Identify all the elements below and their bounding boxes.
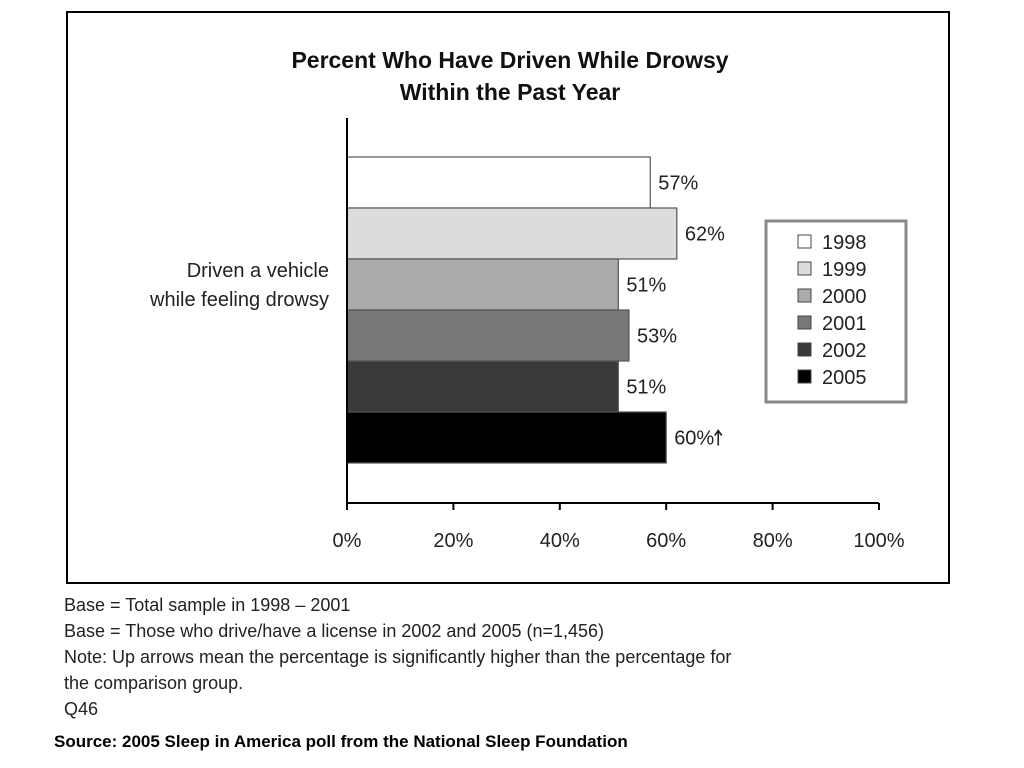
bar-2000 bbox=[346, 258, 619, 311]
x-tick-label: 20% bbox=[433, 530, 473, 552]
legend-label: 1998 bbox=[822, 232, 867, 254]
note-line: Q46 bbox=[64, 699, 99, 719]
note-line: Base = Total sample in 1998 – 2001 bbox=[64, 595, 351, 615]
legend-swatch bbox=[797, 288, 812, 303]
legend-swatch bbox=[797, 234, 812, 249]
legend-label: 1999 bbox=[822, 259, 867, 281]
source-text: Source: 2005 Sleep in America poll from … bbox=[54, 732, 628, 751]
legend-swatch bbox=[797, 342, 812, 357]
legend-item-1999: 1999 bbox=[797, 259, 867, 281]
category-label: Driven a vehicle while feeling drowsy bbox=[149, 260, 329, 311]
legend: 1998 1999 2000 2001 2002 2005 bbox=[764, 219, 908, 404]
category-label-line: while feeling drowsy bbox=[149, 289, 329, 311]
data-label-2000: 51% bbox=[626, 275, 666, 297]
legend-swatch bbox=[797, 315, 812, 330]
note-line: Base = Those who drive/have a license in… bbox=[64, 621, 605, 641]
legend-label: 2005 bbox=[822, 367, 867, 389]
note-line: the comparison group. bbox=[64, 673, 244, 693]
bar-1998 bbox=[346, 156, 651, 209]
data-label-1998: 57% bbox=[658, 173, 698, 195]
legend-label: 2001 bbox=[822, 313, 867, 335]
x-tick-label: 100% bbox=[853, 530, 904, 552]
bars: 57% 62% 51% 53% 51% 60% bbox=[346, 156, 725, 464]
x-tick-label: 40% bbox=[540, 530, 580, 552]
chart-title: Percent Who Have Driven While Drowsy With… bbox=[291, 47, 728, 105]
category-label-line: Driven a vehicle bbox=[187, 260, 329, 282]
chart-title-line: Percent Who Have Driven While Drowsy bbox=[291, 47, 728, 73]
legend-box bbox=[764, 219, 908, 404]
axes: 0% 20% 40% 60% 80% 100% bbox=[333, 118, 905, 552]
legend-item-2002: 2002 bbox=[797, 340, 867, 362]
chart-title-line: Within the Past Year bbox=[400, 79, 621, 105]
legend-item-2005: 2005 bbox=[797, 367, 867, 389]
data-label-2001: 53% bbox=[637, 326, 677, 348]
bar-2002 bbox=[346, 360, 619, 413]
legend-item-1998: 1998 bbox=[797, 232, 867, 254]
up-arrow-icon bbox=[714, 429, 723, 446]
data-label-2005: 60% bbox=[674, 428, 714, 450]
bar-1999 bbox=[346, 207, 678, 260]
note-line: Note: Up arrows mean the percentage is s… bbox=[64, 647, 732, 667]
x-tick-label: 80% bbox=[753, 530, 793, 552]
data-label-2002: 51% bbox=[626, 377, 666, 399]
bar-2005 bbox=[346, 411, 667, 464]
legend-item-2000: 2000 bbox=[797, 286, 867, 308]
data-label-1999: 62% bbox=[685, 224, 725, 246]
legend-label: 2000 bbox=[822, 286, 867, 308]
x-tick-label: 0% bbox=[333, 530, 362, 552]
legend-swatch bbox=[797, 369, 812, 384]
legend-swatch bbox=[797, 261, 812, 276]
bar-2001 bbox=[346, 309, 630, 362]
x-tick-label: 60% bbox=[646, 530, 686, 552]
legend-label: 2002 bbox=[822, 340, 867, 362]
legend-item-2001: 2001 bbox=[797, 313, 867, 335]
notes: Base = Total sample in 1998 – 2001 Base … bbox=[64, 592, 964, 722]
